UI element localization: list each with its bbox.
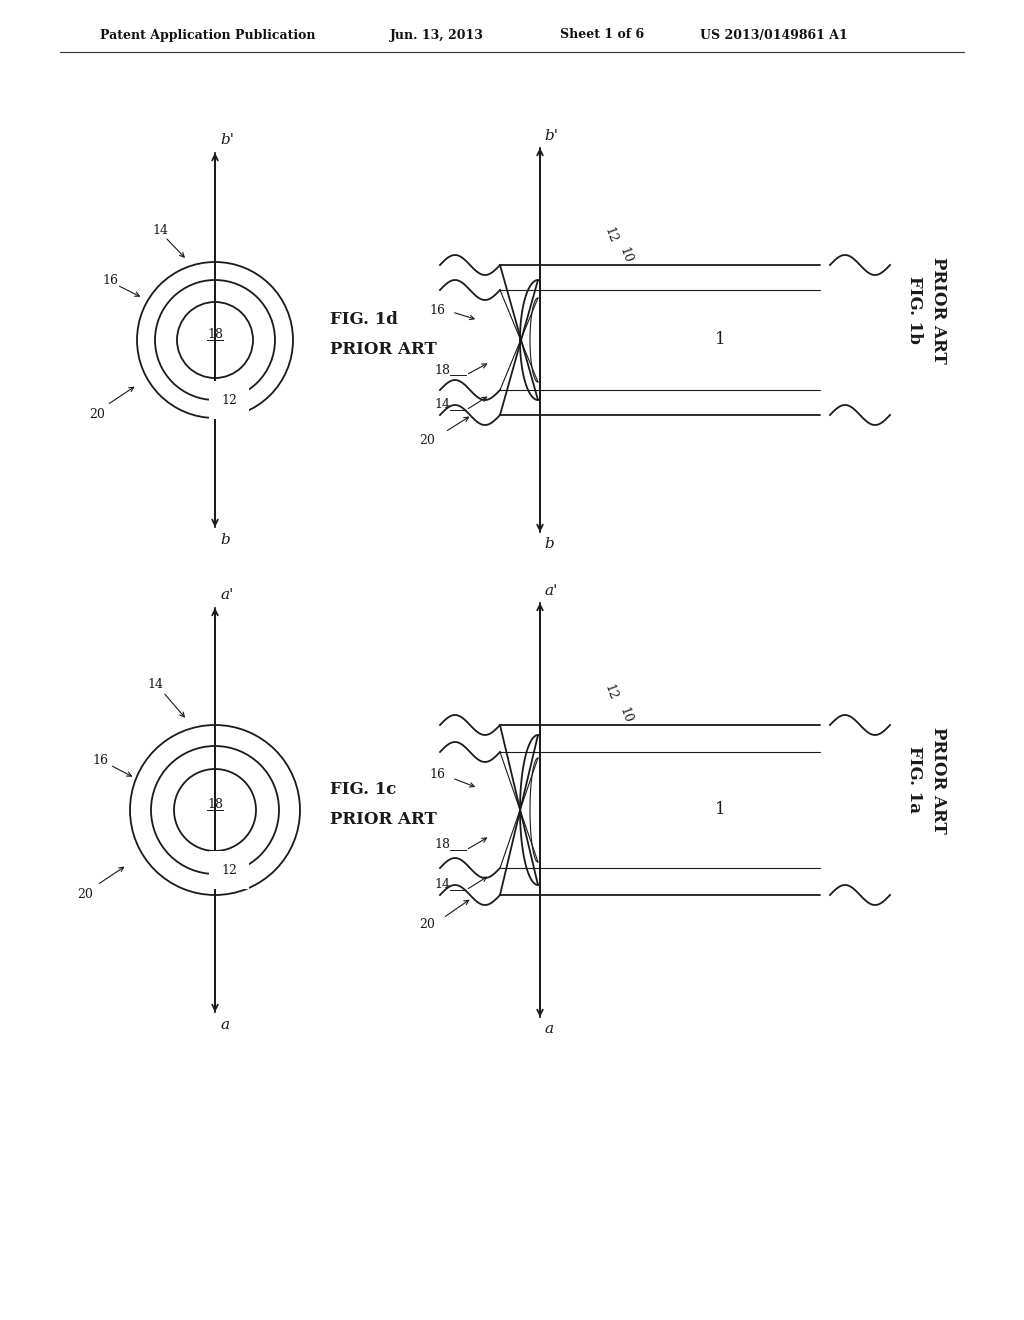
Text: b': b' bbox=[220, 133, 234, 147]
Text: a': a' bbox=[544, 583, 557, 598]
Text: US 2013/0149861 A1: US 2013/0149861 A1 bbox=[700, 29, 848, 41]
Text: b: b bbox=[544, 537, 554, 550]
Text: 16: 16 bbox=[92, 754, 108, 767]
Text: a: a bbox=[544, 1022, 553, 1036]
Text: 20: 20 bbox=[419, 919, 435, 932]
Text: a': a' bbox=[220, 587, 233, 602]
Text: b: b bbox=[220, 533, 229, 546]
Text: Patent Application Publication: Patent Application Publication bbox=[100, 29, 315, 41]
Text: 18: 18 bbox=[434, 838, 450, 851]
Text: 18: 18 bbox=[207, 329, 223, 342]
Text: 12: 12 bbox=[221, 393, 237, 407]
Text: 12: 12 bbox=[221, 863, 237, 876]
Text: 14: 14 bbox=[434, 399, 450, 412]
Text: FIG. 1a: FIG. 1a bbox=[906, 747, 924, 813]
Text: 12: 12 bbox=[601, 226, 618, 246]
Text: a: a bbox=[220, 1018, 229, 1032]
Text: 12: 12 bbox=[601, 682, 618, 702]
Text: FIG. 1c: FIG. 1c bbox=[330, 781, 396, 799]
Text: 14: 14 bbox=[434, 879, 450, 891]
Text: 10: 10 bbox=[616, 705, 634, 725]
Text: 10: 10 bbox=[616, 246, 634, 265]
Text: 20: 20 bbox=[89, 408, 104, 421]
Text: 1: 1 bbox=[715, 801, 725, 818]
Text: FIG. 1b: FIG. 1b bbox=[906, 276, 924, 345]
Text: PRIOR ART: PRIOR ART bbox=[930, 256, 946, 363]
Text: 14: 14 bbox=[147, 678, 163, 692]
Text: FIG. 1d: FIG. 1d bbox=[330, 312, 398, 329]
Text: 16: 16 bbox=[429, 768, 445, 781]
Text: 20: 20 bbox=[419, 433, 435, 446]
Text: PRIOR ART: PRIOR ART bbox=[330, 812, 437, 829]
Text: 18: 18 bbox=[434, 363, 450, 376]
Text: PRIOR ART: PRIOR ART bbox=[330, 342, 437, 359]
Text: Sheet 1 of 6: Sheet 1 of 6 bbox=[560, 29, 644, 41]
Text: PRIOR ART: PRIOR ART bbox=[930, 726, 946, 833]
Text: 16: 16 bbox=[102, 273, 118, 286]
Text: 14: 14 bbox=[152, 223, 168, 236]
Text: 16: 16 bbox=[429, 304, 445, 317]
Text: Jun. 13, 2013: Jun. 13, 2013 bbox=[390, 29, 484, 41]
Text: b': b' bbox=[544, 129, 558, 143]
Text: 1: 1 bbox=[715, 331, 725, 348]
Text: 20: 20 bbox=[77, 888, 93, 902]
Text: 18: 18 bbox=[207, 799, 223, 812]
